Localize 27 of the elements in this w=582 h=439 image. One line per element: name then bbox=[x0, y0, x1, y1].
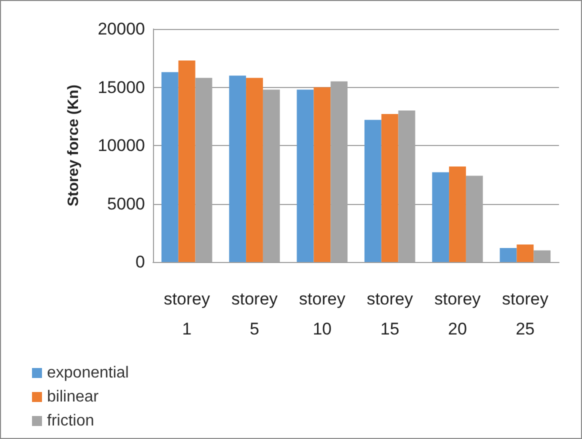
legend-label: exponential bbox=[47, 364, 129, 382]
x-tick-label: storey 25 bbox=[502, 290, 549, 338]
x-tick-label: storey 5 bbox=[231, 290, 278, 338]
y-tick-label: 10000 bbox=[98, 136, 145, 155]
legend-label: friction bbox=[47, 412, 94, 430]
bar bbox=[364, 120, 382, 262]
bar bbox=[246, 78, 263, 262]
bar bbox=[229, 76, 246, 262]
bar bbox=[516, 244, 534, 262]
y-tick-label: 0 bbox=[136, 252, 145, 272]
bar bbox=[381, 114, 398, 262]
x-tick-label: storey 15 bbox=[366, 290, 414, 338]
y-tick-label: 20000 bbox=[98, 20, 145, 38]
y-tick-label: 5000 bbox=[107, 194, 145, 214]
bar bbox=[296, 90, 314, 262]
bar bbox=[314, 87, 331, 262]
bar bbox=[178, 60, 196, 262]
bar bbox=[500, 248, 517, 262]
bar bbox=[449, 166, 466, 262]
legend-label: bilinear bbox=[47, 388, 100, 406]
x-tick-label: storey 20 bbox=[434, 290, 482, 338]
x-tick-label: storey 10 bbox=[299, 290, 346, 338]
y-tick-label: 15000 bbox=[98, 78, 145, 97]
y-axis-title: Storey force (Kn) bbox=[65, 84, 82, 206]
bar bbox=[161, 72, 178, 262]
x-tick-label: storey 1 bbox=[164, 290, 210, 338]
bar bbox=[432, 172, 450, 262]
